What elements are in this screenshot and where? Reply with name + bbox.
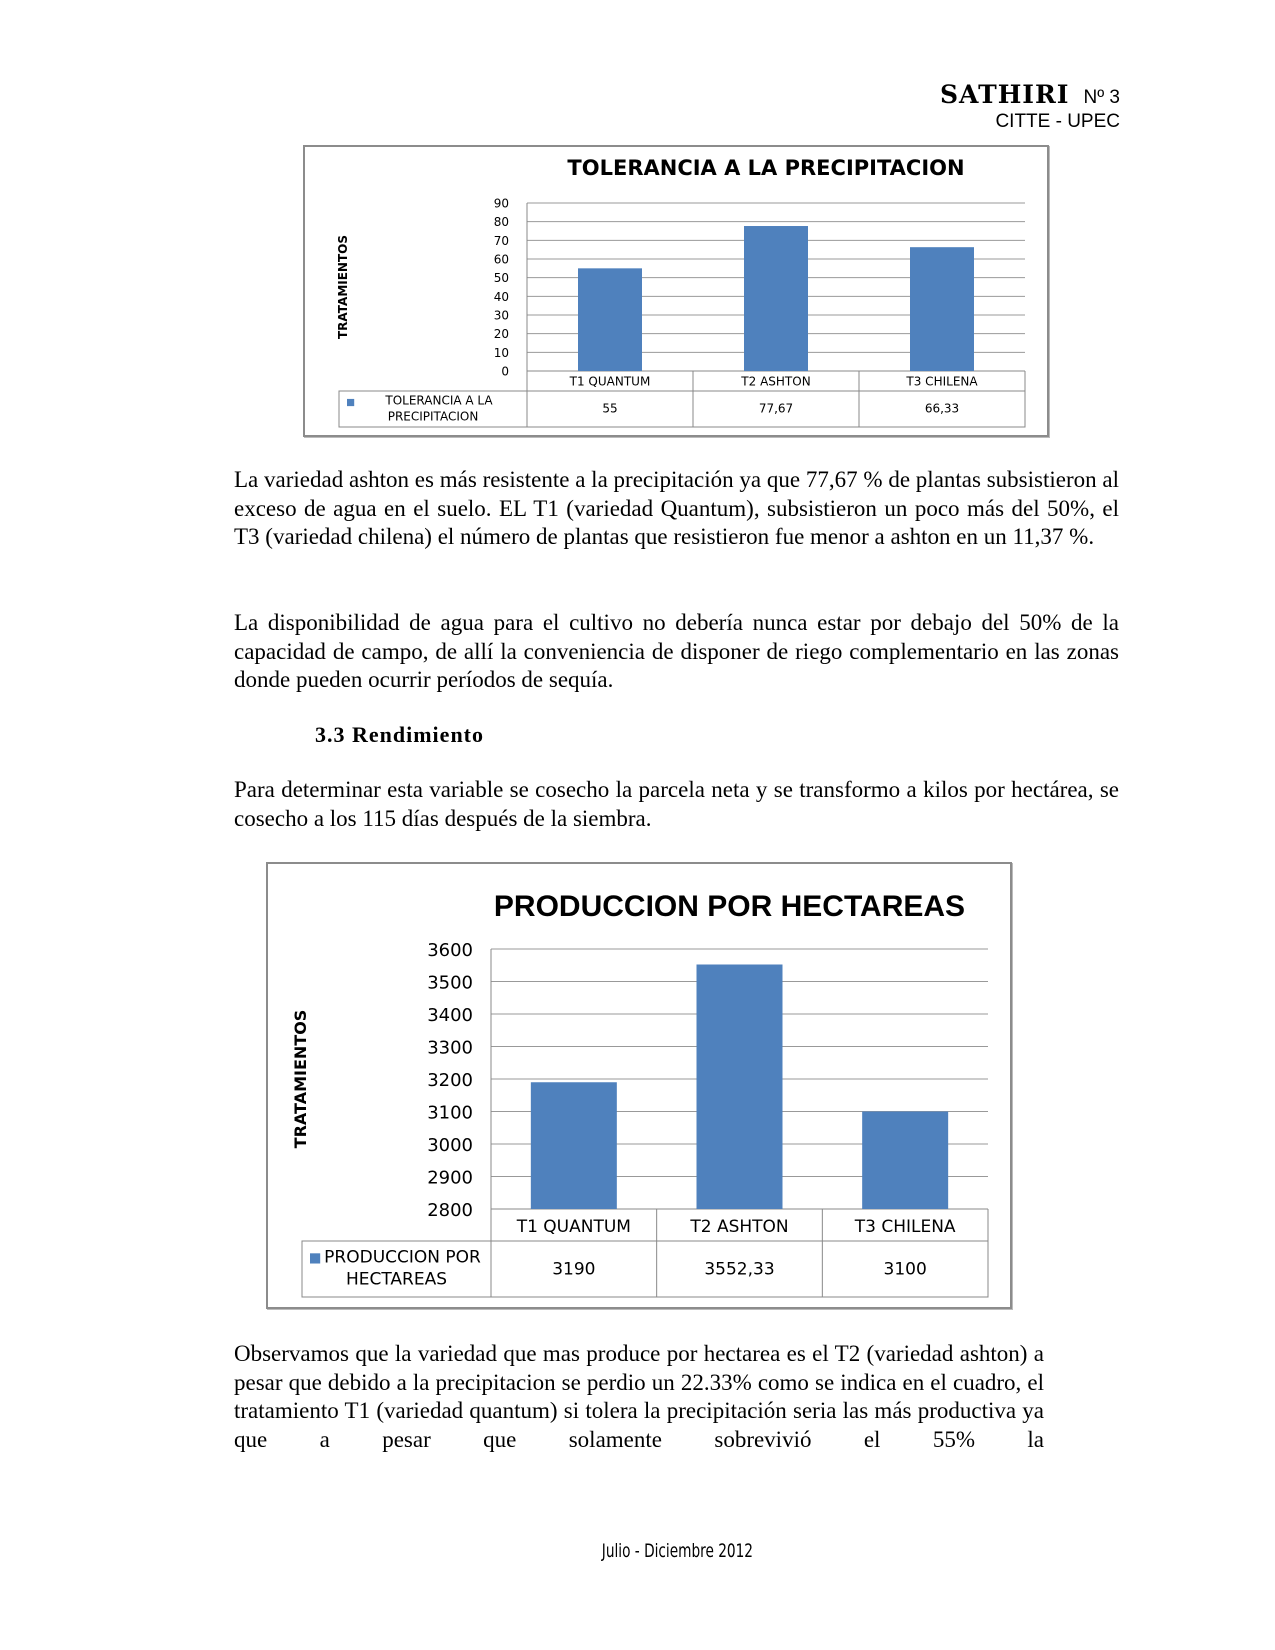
data-table-value: 66,33 bbox=[925, 402, 959, 416]
y-tick-label: 3000 bbox=[427, 1135, 473, 1156]
journal-header: SATHIRI Nº 3 bbox=[940, 80, 1120, 110]
y-tick-label: 40 bbox=[494, 290, 509, 304]
bar-3 bbox=[862, 1111, 949, 1209]
y-tick-label: 3200 bbox=[427, 1070, 473, 1091]
y-tick-label: 30 bbox=[494, 309, 509, 323]
y-tick-label: 0 bbox=[501, 365, 509, 379]
bar-2 bbox=[744, 226, 808, 371]
journal-brand: SATHIRI bbox=[940, 80, 1070, 109]
y-axis-label: TRATAMIENTOS bbox=[336, 235, 350, 339]
section-heading: 3.3 Rendimiento bbox=[315, 722, 484, 747]
y-tick-label: 20 bbox=[494, 327, 509, 341]
y-tick-label: 60 bbox=[494, 253, 509, 267]
chart-svg: PRODUCCION POR HECTAREAS TRATAMIENTOS 2800… bbox=[291, 890, 989, 1298]
y-tick-label: 3100 bbox=[427, 1102, 473, 1123]
bar-1 bbox=[578, 268, 642, 371]
data-table-value: 3100 bbox=[884, 1260, 927, 1280]
legend-label: PRODUCCION POR HECTAREAS bbox=[324, 1247, 481, 1289]
paragraph-2: La disponibilidad de agua para el cultiv… bbox=[234, 610, 1119, 693]
institution-name: CITTE - UPEC bbox=[995, 111, 1120, 132]
chart-title: PRODUCCION POR HECTAREAS bbox=[494, 890, 965, 923]
data-table-row bbox=[338, 390, 1026, 428]
data-table-value: 55 bbox=[602, 402, 617, 416]
x-category-label: T1 QUANTUM bbox=[516, 1217, 631, 1237]
chart-tolerancia: TOLERANCIA A LA PRECIPITACION TRATAMIENTO… bbox=[303, 145, 1049, 437]
y-tick-label: 3500 bbox=[427, 972, 473, 993]
y-tick-label: 2900 bbox=[427, 1167, 473, 1188]
y-tick-label: 70 bbox=[494, 234, 509, 248]
x-category-label: T1 QUANTUM bbox=[569, 374, 651, 388]
x-category-label: T3 CHILENA bbox=[854, 1217, 956, 1237]
bar-1 bbox=[530, 1082, 617, 1209]
y-tick-label: 90 bbox=[494, 197, 509, 211]
x-category-label: T2 ASHTON bbox=[740, 374, 810, 388]
legend-swatch bbox=[310, 1253, 321, 1264]
y-tick-label: 80 bbox=[494, 215, 509, 229]
y-tick-label: 2800 bbox=[427, 1200, 473, 1221]
page-footer: Julio - Diciembre 2012 bbox=[601, 1540, 753, 1562]
paragraph-1: La variedad ashton es más resistente a l… bbox=[234, 467, 1119, 550]
paragraph-4: Observamos que la variedad que mas produ… bbox=[234, 1341, 1044, 1452]
y-tick-label: 50 bbox=[494, 271, 509, 285]
chart-title: TOLERANCIA A LA PRECIPITACION bbox=[567, 156, 964, 180]
y-axis-label: TRATAMIENTOS bbox=[291, 1010, 310, 1149]
y-tick-label: 3400 bbox=[427, 1005, 473, 1026]
data-table-value: 3552,33 bbox=[704, 1260, 774, 1280]
chart-svg: TOLERANCIA A LA PRECIPITACION TRATAMIENTO… bbox=[336, 156, 1026, 428]
y-tick-label: 3300 bbox=[427, 1037, 473, 1058]
legend-label: TOLERANCIA A LA PRECIPITACION bbox=[384, 394, 493, 424]
y-tick-label: 3600 bbox=[427, 940, 473, 961]
data-table-row bbox=[301, 1240, 989, 1298]
data-table-value: 3190 bbox=[552, 1260, 595, 1280]
bar-2 bbox=[696, 964, 783, 1209]
issue-number: Nº 3 bbox=[1083, 87, 1120, 108]
chart-produccion: PRODUCCION POR HECTAREAS TRATAMIENTOS 2800… bbox=[266, 862, 1012, 1309]
paragraph-3: Para determinar esta variable se cosecho… bbox=[234, 777, 1119, 831]
legend-swatch bbox=[347, 398, 355, 407]
y-tick-label: 10 bbox=[494, 346, 509, 360]
data-table-value: 77,67 bbox=[759, 402, 793, 416]
x-category-label: T2 ASHTON bbox=[689, 1217, 788, 1237]
x-category-label: T3 CHILENA bbox=[905, 374, 978, 388]
bar-3 bbox=[910, 247, 974, 371]
